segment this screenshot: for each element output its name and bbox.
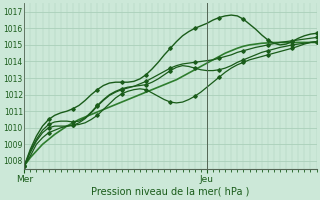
X-axis label: Pression niveau de la mer( hPa ): Pression niveau de la mer( hPa ): [91, 187, 250, 197]
